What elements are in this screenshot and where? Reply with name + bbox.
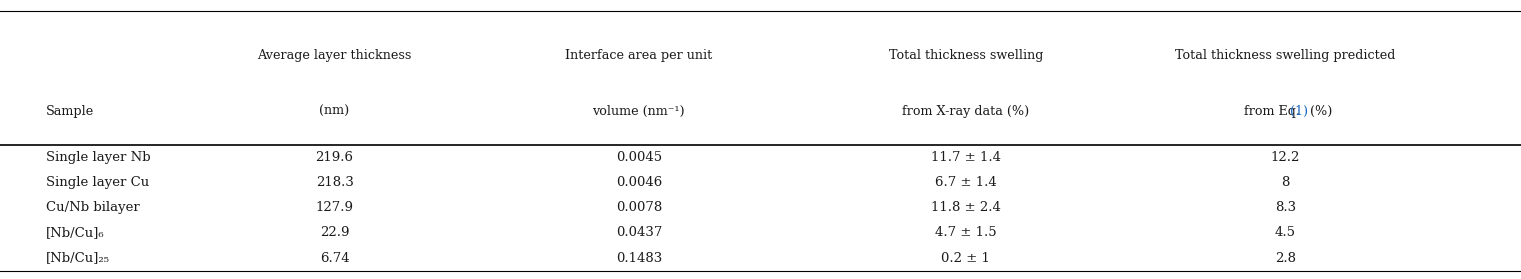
Text: from X-ray data (%): from X-ray data (%): [902, 105, 1030, 118]
Text: 127.9: 127.9: [316, 201, 353, 214]
Text: [Nb/Cu]₆: [Nb/Cu]₆: [46, 227, 105, 239]
Text: Total thickness swelling predicted: Total thickness swelling predicted: [1176, 49, 1395, 62]
Text: Average layer thickness: Average layer thickness: [257, 49, 412, 62]
Text: 4.7 ± 1.5: 4.7 ± 1.5: [935, 227, 996, 239]
Text: 0.2 ± 1: 0.2 ± 1: [941, 252, 990, 264]
Text: (1): (1): [1290, 105, 1308, 118]
Text: 4.5: 4.5: [1275, 227, 1296, 239]
Text: Cu/Nb bilayer: Cu/Nb bilayer: [46, 201, 140, 214]
Text: from Eq.: from Eq.: [1244, 105, 1305, 118]
Text: 218.3: 218.3: [316, 176, 353, 189]
Text: 0.1483: 0.1483: [616, 252, 662, 264]
Text: 11.7 ± 1.4: 11.7 ± 1.4: [931, 151, 1001, 164]
Text: Single layer Nb: Single layer Nb: [46, 151, 151, 164]
Text: 12.2: 12.2: [1270, 151, 1300, 164]
Text: Total thickness swelling: Total thickness swelling: [888, 49, 1043, 62]
Text: 219.6: 219.6: [316, 151, 353, 164]
Text: 6.7 ± 1.4: 6.7 ± 1.4: [935, 176, 996, 189]
Text: Sample: Sample: [46, 105, 94, 118]
Text: 0.0046: 0.0046: [616, 176, 662, 189]
Text: 8.3: 8.3: [1275, 201, 1296, 214]
Text: 0.0045: 0.0045: [616, 151, 662, 164]
Text: 11.8 ± 2.4: 11.8 ± 2.4: [931, 201, 1001, 214]
Text: volume (nm⁻¹): volume (nm⁻¹): [593, 105, 684, 118]
Text: (%): (%): [1305, 105, 1332, 118]
Text: 6.74: 6.74: [319, 252, 350, 264]
Text: 2.8: 2.8: [1275, 252, 1296, 264]
Text: Single layer Cu: Single layer Cu: [46, 176, 149, 189]
Text: Interface area per unit: Interface area per unit: [566, 49, 712, 62]
Text: 0.0078: 0.0078: [616, 201, 662, 214]
Text: 0.0437: 0.0437: [616, 227, 662, 239]
Text: 8: 8: [1281, 176, 1290, 189]
Text: (nm): (nm): [319, 105, 350, 118]
Text: [Nb/Cu]₂₅: [Nb/Cu]₂₅: [46, 252, 110, 264]
Text: 22.9: 22.9: [319, 227, 350, 239]
